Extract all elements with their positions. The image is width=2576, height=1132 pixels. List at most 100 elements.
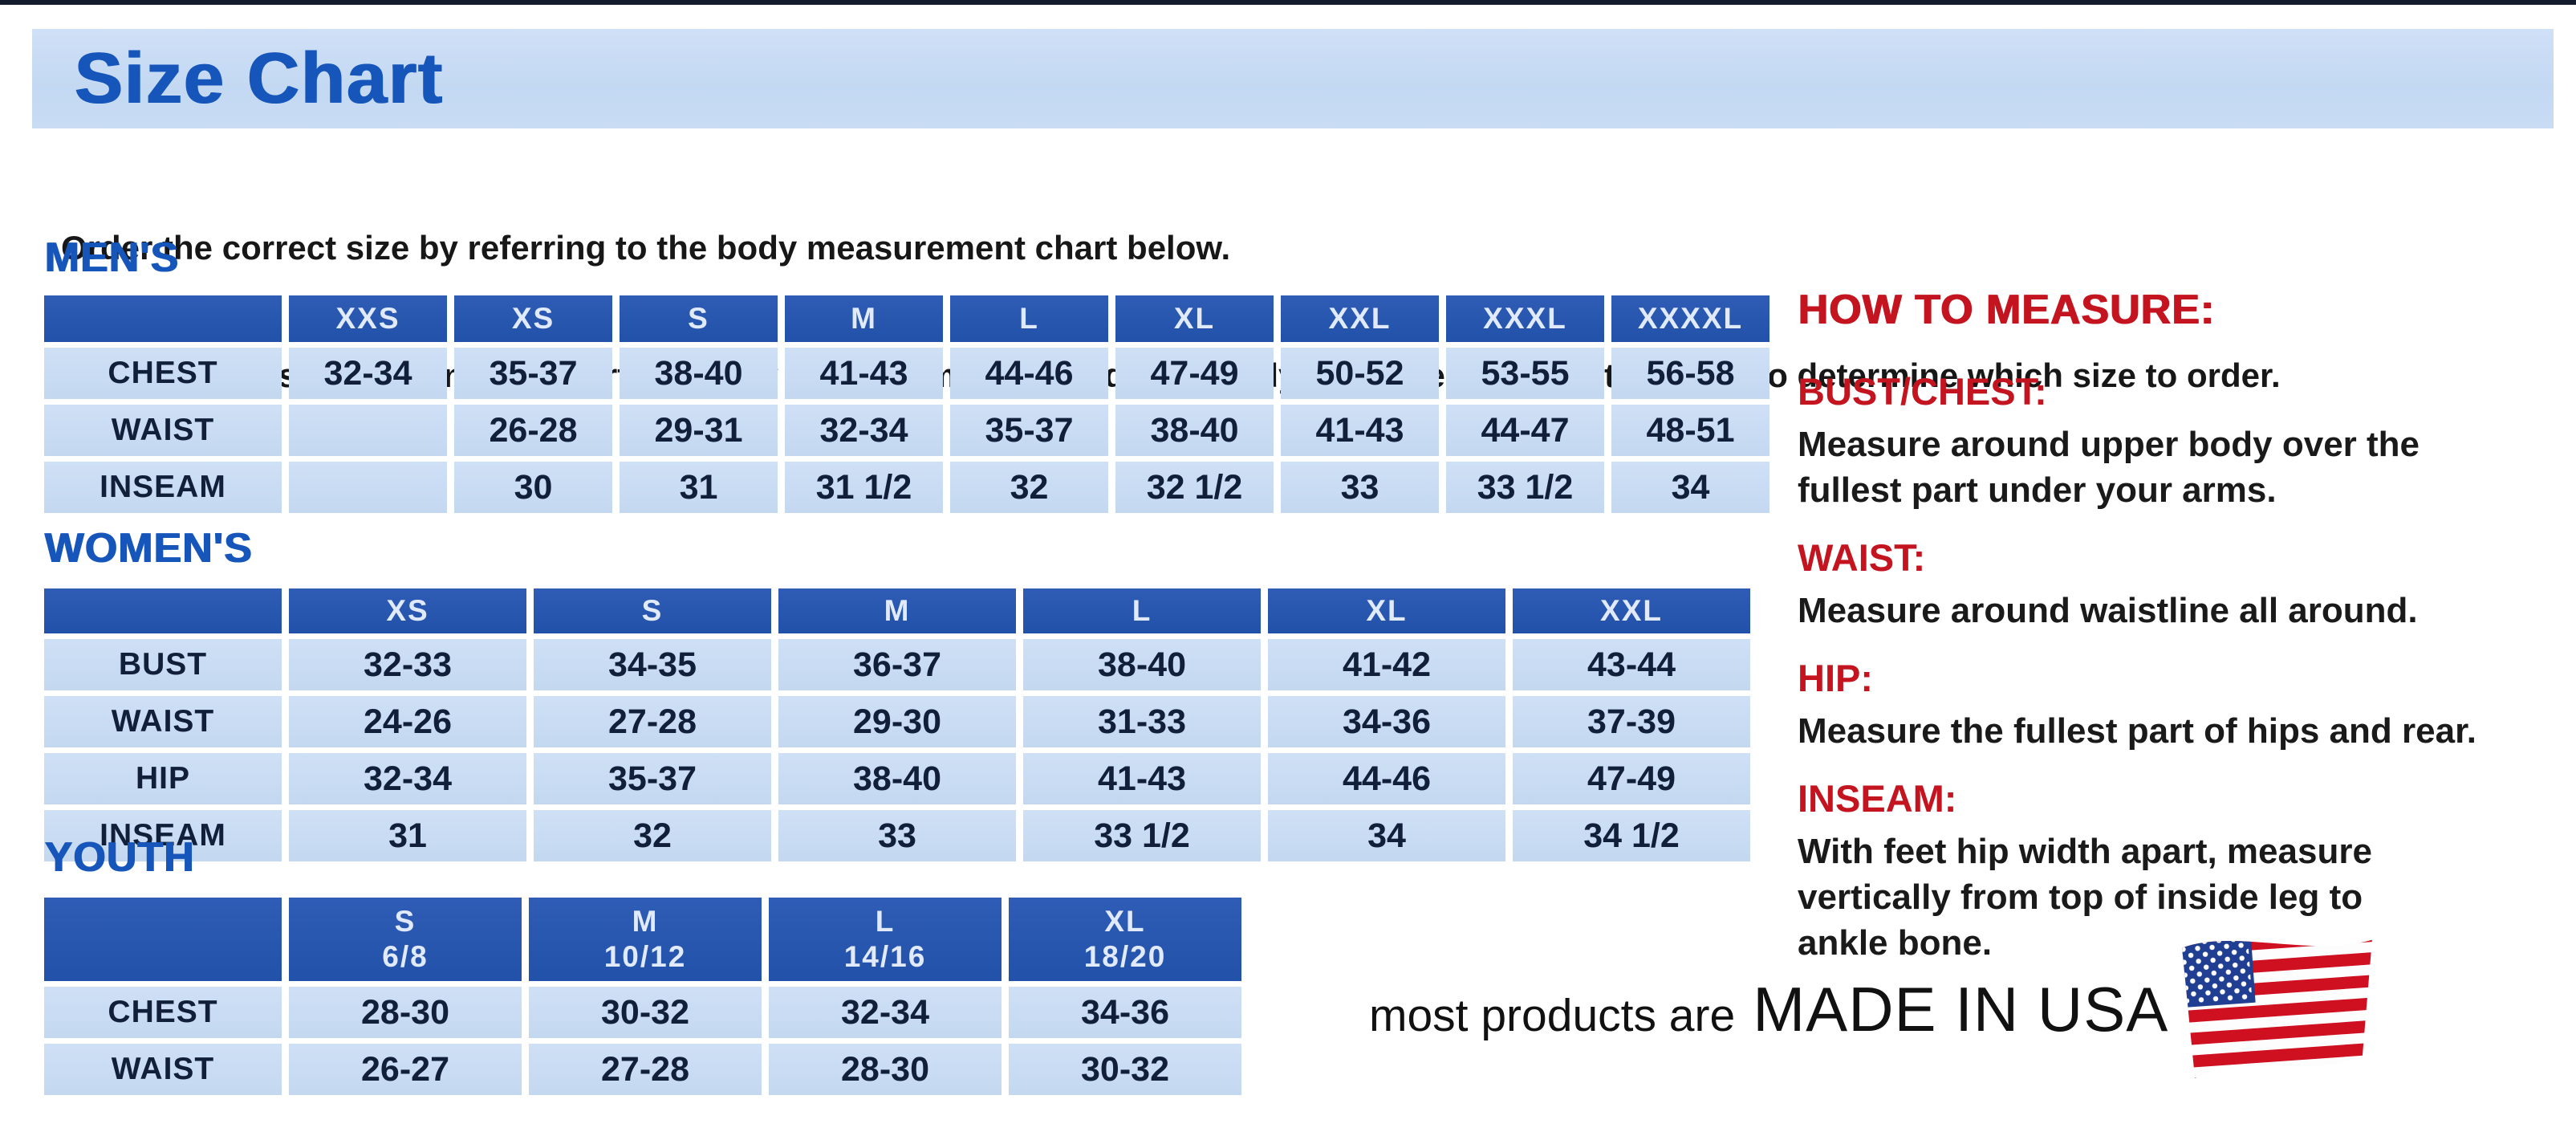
measure-description-line: ankle bone. bbox=[1798, 923, 1993, 963]
mens-size-value-cell: 35-37 bbox=[950, 405, 1108, 456]
womens-corner-cell bbox=[44, 588, 282, 633]
mens-size-value-cell: 31 bbox=[620, 462, 778, 513]
womens-row-label: HIP bbox=[44, 753, 282, 804]
mens-size-value-cell: 44-46 bbox=[950, 348, 1108, 399]
mens-size-column-header: M bbox=[785, 295, 943, 342]
mens-size-column-header: S bbox=[620, 295, 778, 342]
womens-size-value-cell: 33 bbox=[778, 810, 1016, 861]
mens-size-value-cell: 32 1/2 bbox=[1115, 462, 1274, 513]
womens-size-value-cell: 37-39 bbox=[1513, 696, 1750, 747]
womens-size-column-header: M bbox=[778, 588, 1016, 633]
mens-size-value-cell: 48-51 bbox=[1611, 405, 1769, 456]
womens-size-value-cell: 32-34 bbox=[289, 753, 526, 804]
mens-size-value-cell: 31 1/2 bbox=[785, 462, 943, 513]
youth-size-value-cell: 27-28 bbox=[529, 1044, 762, 1095]
mens-size-value-cell: 53-55 bbox=[1446, 348, 1604, 399]
mens-size-value-cell bbox=[289, 462, 447, 513]
youth-size-value-cell: 30-32 bbox=[1009, 1044, 1241, 1095]
mens-row-label: INSEAM bbox=[44, 462, 282, 513]
youth-corner-cell bbox=[44, 898, 282, 981]
womens-size-value-cell: 34-36 bbox=[1268, 696, 1505, 747]
how-to-measure-list: BUST/CHEST: Measure around upper body ove… bbox=[1798, 369, 2572, 966]
measure-term: BUST/CHEST: bbox=[1798, 370, 2047, 413]
mens-size-value-cell: 34 bbox=[1611, 462, 1769, 513]
mens-row-label: WAIST bbox=[44, 405, 282, 456]
us-flag-icon bbox=[2163, 933, 2391, 1096]
womens-row-label: INSEAM bbox=[44, 810, 282, 861]
mens-size-column-header: XXL bbox=[1281, 295, 1439, 342]
womens-size-column-header: XXL bbox=[1513, 588, 1750, 633]
mens-row-label: CHEST bbox=[44, 348, 282, 399]
womens-size-value-cell: 38-40 bbox=[778, 753, 1016, 804]
measure-description-line: Measure around waistline all around. bbox=[1798, 591, 2418, 630]
youth-row-label: WAIST bbox=[44, 1044, 282, 1095]
made-in-usa-line: most products are MADE IN USA bbox=[1369, 973, 2168, 1046]
mens-size-value-cell: 26-28 bbox=[454, 405, 612, 456]
mens-size-value-cell: 35-37 bbox=[454, 348, 612, 399]
measure-description-line: Measure around upper body over the bbox=[1798, 425, 2420, 464]
measure-term: HIP: bbox=[1798, 657, 1873, 699]
womens-size-value-cell: 47-49 bbox=[1513, 753, 1750, 804]
womens-size-column-header: S bbox=[534, 588, 771, 633]
youth-size-value-cell: 26-27 bbox=[289, 1044, 522, 1095]
womens-size-value-cell: 34-35 bbox=[534, 639, 771, 690]
womens-size-value-cell: 36-37 bbox=[778, 639, 1016, 690]
womens-row-label: BUST bbox=[44, 639, 282, 690]
mens-size-column-header: XL bbox=[1115, 295, 1274, 342]
womens-size-value-cell: 38-40 bbox=[1023, 639, 1261, 690]
mens-size-column-header: L bbox=[950, 295, 1108, 342]
intro-line-1: Order the correct size by referring to t… bbox=[61, 229, 1231, 267]
how-to-measure-panel: HOW TO MEASURE: BUST/CHEST: Measure aroun… bbox=[1798, 286, 2572, 966]
measure-description-line: With feet hip width apart, measure bbox=[1798, 832, 2372, 871]
youth-section-heading: YOUTH bbox=[44, 834, 194, 881]
mens-size-value-cell: 41-43 bbox=[785, 348, 943, 399]
measure-description-line: Measure the fullest part of hips and rea… bbox=[1798, 711, 2476, 751]
youth-size-value-cell: 34-36 bbox=[1009, 987, 1241, 1038]
mens-size-column-header: XXS bbox=[289, 295, 447, 342]
womens-size-value-cell: 33 1/2 bbox=[1023, 810, 1261, 861]
mens-size-value-cell: 38-40 bbox=[620, 348, 778, 399]
womens-size-value-cell: 41-43 bbox=[1023, 753, 1261, 804]
mens-size-value-cell: 32 bbox=[950, 462, 1108, 513]
mens-size-table-section: MEN'S XXS XS S M L XL XXL XXXL XXXXL CHEST 32-34 35… bbox=[44, 235, 1769, 513]
womens-size-value-cell: 35-37 bbox=[534, 753, 771, 804]
mens-corner-cell bbox=[44, 295, 282, 342]
youth-size-column-header: L 14/16 bbox=[769, 898, 1002, 981]
made-in-usa-prefix: most products are bbox=[1369, 990, 1736, 1041]
womens-size-value-cell: 41-42 bbox=[1268, 639, 1505, 690]
womens-size-value-cell: 31 bbox=[289, 810, 526, 861]
youth-size-value-cell: 28-30 bbox=[289, 987, 522, 1038]
youth-size-column-header: S 6/8 bbox=[289, 898, 522, 981]
womens-size-value-cell: 32-33 bbox=[289, 639, 526, 690]
mens-size-value-cell: 32-34 bbox=[785, 405, 943, 456]
top-border bbox=[0, 0, 2576, 5]
womens-size-value-cell: 31-33 bbox=[1023, 696, 1261, 747]
youth-size-value-cell: 28-30 bbox=[769, 1044, 1002, 1095]
mens-size-value-cell: 56-58 bbox=[1611, 348, 1769, 399]
youth-size-table-section: YOUTH S 6/8 M 10/12 L 14/16 XL 18/20 CHEST 28… bbox=[44, 835, 1241, 1095]
mens-size-value-cell: 44-47 bbox=[1446, 405, 1604, 456]
youth-size-grid: S 6/8 M 10/12 L 14/16 XL 18/20 CHEST 28-30 30-… bbox=[44, 898, 1241, 1095]
mens-size-value-cell: 33 1/2 bbox=[1446, 462, 1604, 513]
mens-size-column-header: XS bbox=[454, 295, 612, 342]
womens-size-value-cell: 29-30 bbox=[778, 696, 1016, 747]
mens-size-grid: XXS XS S M L XL XXL XXXL XXXXL CHEST 32-34 35-37 38-… bbox=[44, 295, 1769, 513]
womens-size-value-cell: 34 bbox=[1268, 810, 1505, 861]
mens-size-value-cell bbox=[289, 405, 447, 456]
mens-size-value-cell: 29-31 bbox=[620, 405, 778, 456]
womens-row-label: WAIST bbox=[44, 696, 282, 747]
womens-size-value-cell: 34 1/2 bbox=[1513, 810, 1750, 861]
mens-size-value-cell: 38-40 bbox=[1115, 405, 1274, 456]
womens-size-value-cell: 44-46 bbox=[1268, 753, 1505, 804]
mens-size-value-cell: 41-43 bbox=[1281, 405, 1439, 456]
mens-size-column-header: XXXL bbox=[1446, 295, 1604, 342]
womens-size-table-section: WOMEN'S XS S M L XL XXL BUST 32-33 34-35 36-37 38-… bbox=[44, 526, 1750, 861]
measure-description-line: vertically from top of inside leg to bbox=[1798, 878, 2363, 917]
womens-size-value-cell: 32 bbox=[534, 810, 771, 861]
youth-row-label: CHEST bbox=[44, 987, 282, 1038]
womens-size-value-cell: 24-26 bbox=[289, 696, 526, 747]
youth-size-value-cell: 32-34 bbox=[769, 987, 1002, 1038]
womens-size-value-cell: 43-44 bbox=[1513, 639, 1750, 690]
title-banner: Size Chart bbox=[32, 29, 2554, 128]
